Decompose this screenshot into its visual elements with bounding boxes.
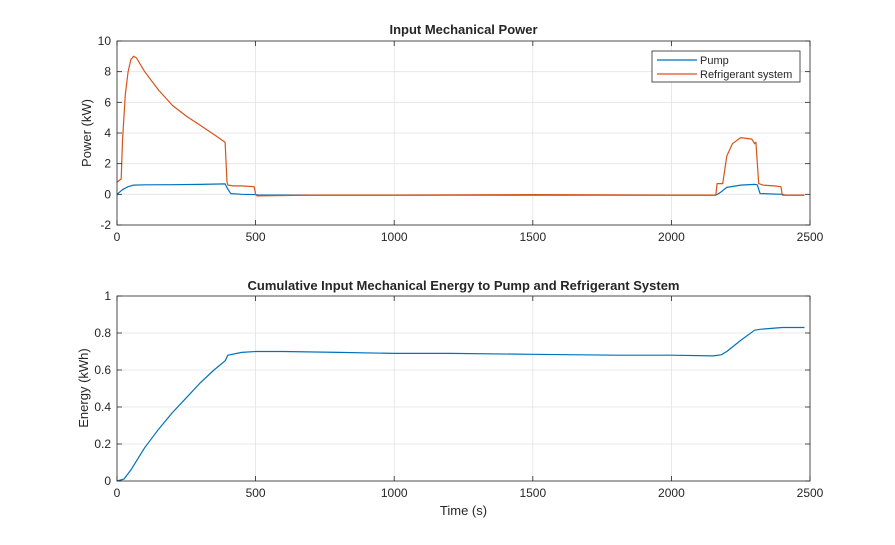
legend-label-refrigerant: Refrigerant system [700,69,792,81]
x-tick-label: 2500 [797,486,824,500]
x-tick-label: 2500 [797,230,824,244]
x-tick-label: 2000 [658,486,685,500]
energy-y-axis-label: Energy (kWh) [76,348,91,427]
energy-x-axis-label: Time (s) [440,503,487,518]
y-tick-label: 8 [104,65,111,79]
y-tick-label: 0 [104,474,111,488]
x-tick-label: 500 [246,230,266,244]
series-line-refrigerant-system [116,55,805,197]
y-tick-label: 4 [104,126,111,140]
x-tick-label: 0 [114,230,121,244]
y-tick-label: 2 [104,157,111,171]
energy-axes-frame [116,295,811,482]
y-tick-label: 0.4 [94,400,111,414]
power-chart-title: Input Mechanical Power [389,22,537,37]
energy-axes: 0 500 1000 1500 2000 2500 0 0.2 0.4 0.6 0.8 1 Cumul… [76,278,824,518]
y-tick-label: 0 [104,187,111,201]
x-tick-label: 500 [246,486,266,500]
y-tick-label: 10 [98,34,112,48]
y-tick-label: 0.2 [94,437,111,451]
energy-ticks: 0 500 1000 1500 2000 2500 0 0.2 0.4 0.6 0.8 1 [94,289,823,500]
series-line-energy [116,326,805,482]
y-tick-label: 1 [104,289,111,303]
y-tick-label: 0.6 [94,363,111,377]
x-tick-label: 1500 [519,486,546,500]
energy-series-lines [116,326,805,482]
power-y-axis-label: Power (kW) [79,99,94,167]
x-tick-label: 2000 [658,230,685,244]
x-tick-label: 0 [114,486,121,500]
x-tick-label: 1000 [381,486,408,500]
power-legend: Pump Refrigerant system [651,50,801,83]
x-tick-label: 1500 [519,230,546,244]
energy-chart-title: Cumulative Input Mechanical Energy to Pu… [248,278,680,293]
y-tick-label: 0.8 [94,326,111,340]
power-series-lines [116,55,805,197]
legend-box [651,50,801,83]
y-tick-label: -2 [100,218,111,232]
x-tick-label: 1000 [381,230,408,244]
energy-plot-area [117,296,810,481]
legend-label-pump: Pump [700,55,729,67]
y-tick-label: 6 [104,95,111,109]
